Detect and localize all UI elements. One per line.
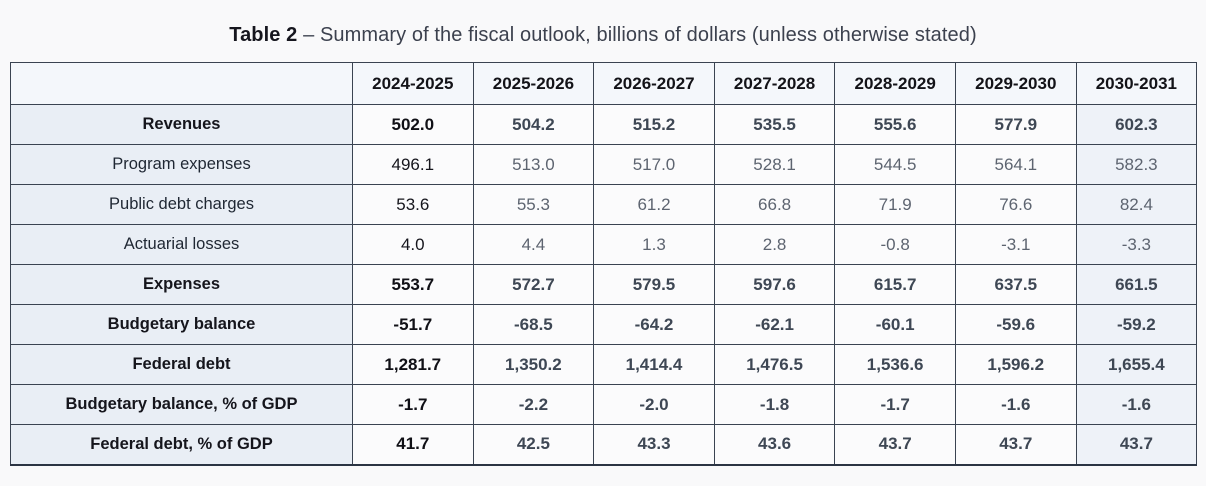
value-cell: 544.5 [834,144,956,185]
row-label: Program expenses [10,144,353,185]
value-cell: 4.4 [472,224,595,265]
value-cell: -0.8 [834,224,956,265]
value-cell: 42.5 [472,424,595,466]
value-cell: 661.5 [1075,264,1198,305]
table-row-budgetary-balance: Budgetary balance -51.7 -68.5 -64.2 -62.… [10,304,1198,345]
column-header: 2024-2025 [352,62,474,105]
value-cell: 1,596.2 [954,344,1077,385]
header-empty-cell [10,62,353,105]
value-cell: 564.1 [954,144,1077,185]
value-cell: 517.0 [593,144,715,185]
table-row-public-debt-charges: Public debt charges 53.6 55.3 61.2 66.8 … [10,184,1198,225]
value-cell: 43.7 [834,424,956,466]
table-title: Table 2 – Summary of the fiscal outlook,… [0,0,1206,62]
table-row-expenses: Expenses 553.7 572.7 579.5 597.6 615.7 6… [10,264,1198,305]
value-cell: 61.2 [593,184,715,225]
value-cell: -68.5 [472,304,595,345]
table-row-federal-debt: Federal debt 1,281.7 1,350.2 1,414.4 1,4… [10,344,1198,385]
value-cell: 43.7 [954,424,1077,466]
row-label: Federal debt [10,344,353,385]
table-row-actuarial-losses: Actuarial losses 4.0 4.4 1.3 2.8 -0.8 -3… [10,224,1198,265]
row-label: Budgetary balance, % of GDP [10,384,353,425]
value-cell: 515.2 [593,104,715,145]
row-label: Revenues [10,104,353,145]
value-cell: 553.7 [352,264,474,305]
value-cell: -3.1 [954,224,1077,265]
column-header: 2025-2026 [472,62,595,105]
value-cell: 513.0 [472,144,595,185]
value-cell: 82.4 [1075,184,1198,225]
value-cell: 43.6 [713,424,836,466]
table-row-budgetary-balance-pct-gdp: Budgetary balance, % of GDP -1.7 -2.2 -2… [10,384,1198,425]
value-cell: -2.0 [593,384,715,425]
value-cell: 55.3 [472,184,595,225]
row-label: Expenses [10,264,353,305]
value-cell: 502.0 [352,104,474,145]
fiscal-outlook-table: 2024-2025 2025-2026 2026-2027 2027-2028 … [10,62,1198,466]
value-cell: 1,350.2 [472,344,595,385]
value-cell: 496.1 [352,144,474,185]
value-cell: -1.7 [352,384,474,425]
value-cell: 637.5 [954,264,1077,305]
value-cell: 41.7 [352,424,474,466]
value-cell: 76.6 [954,184,1077,225]
column-header: 2028-2029 [834,62,956,105]
column-header: 2029-2030 [954,62,1077,105]
value-cell: 43.7 [1075,424,1198,466]
row-label: Budgetary balance [10,304,353,345]
row-label: Actuarial losses [10,224,353,265]
value-cell: -60.1 [834,304,956,345]
table-row-federal-debt-pct-gdp: Federal debt, % of GDP 41.7 42.5 43.3 43… [10,424,1198,466]
column-header: 2027-2028 [713,62,836,105]
table-row-program-expenses: Program expenses 496.1 513.0 517.0 528.1… [10,144,1198,185]
value-cell: -1.6 [1075,384,1198,425]
value-cell: 572.7 [472,264,595,305]
value-cell: 1,536.6 [834,344,956,385]
value-cell: 1,414.4 [593,344,715,385]
value-cell: 1,476.5 [713,344,836,385]
value-cell: 4.0 [352,224,474,265]
row-label: Federal debt, % of GDP [10,424,353,466]
table-title-number: Table 2 [229,24,298,46]
value-cell: -1.7 [834,384,956,425]
value-cell: 597.6 [713,264,836,305]
value-cell: -64.2 [593,304,715,345]
value-cell: 1,281.7 [352,344,474,385]
value-cell: 53.6 [352,184,474,225]
value-cell: 535.5 [713,104,836,145]
table-title-text: – Summary of the fiscal outlook, billion… [303,24,977,46]
value-cell: -59.6 [954,304,1077,345]
value-cell: -2.2 [472,384,595,425]
value-cell: 555.6 [834,104,956,145]
value-cell: 615.7 [834,264,956,305]
value-cell: 504.2 [472,104,595,145]
value-cell: 71.9 [834,184,956,225]
value-cell: -62.1 [713,304,836,345]
value-cell: 1,655.4 [1075,344,1198,385]
value-cell: -3.3 [1075,224,1198,265]
value-cell: -51.7 [352,304,474,345]
column-header: 2030-2031 [1075,62,1198,105]
header-row: 2024-2025 2025-2026 2026-2027 2027-2028 … [10,62,1198,105]
value-cell: 1.3 [593,224,715,265]
value-cell: 43.3 [593,424,715,466]
column-header: 2026-2027 [593,62,715,105]
value-cell: -1.6 [954,384,1077,425]
value-cell: 528.1 [713,144,836,185]
value-cell: -1.8 [713,384,836,425]
value-cell: 2.8 [713,224,836,265]
value-cell: -59.2 [1075,304,1198,345]
value-cell: 602.3 [1075,104,1198,145]
value-cell: 66.8 [713,184,836,225]
value-cell: 579.5 [593,264,715,305]
row-label: Public debt charges [10,184,353,225]
table-row-revenues: Revenues 502.0 504.2 515.2 535.5 555.6 5… [10,104,1198,145]
value-cell: 577.9 [954,104,1077,145]
value-cell: 582.3 [1075,144,1198,185]
